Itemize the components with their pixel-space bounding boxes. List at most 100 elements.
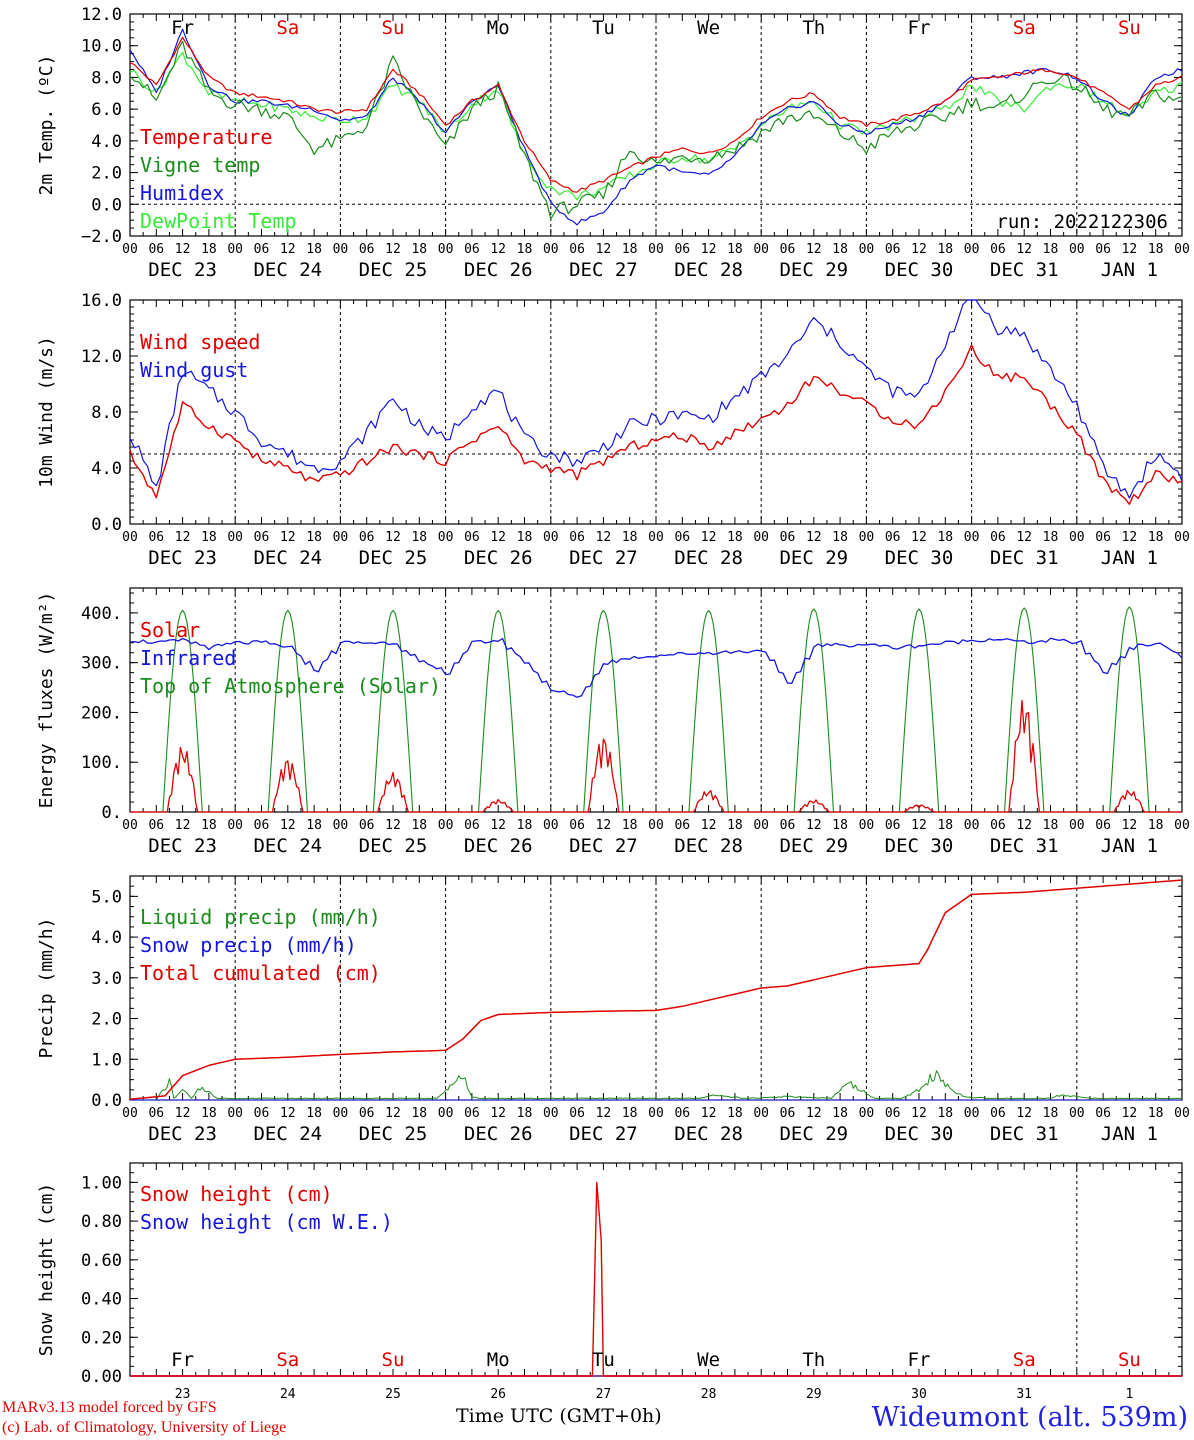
hour-tick-label: 00	[122, 242, 138, 257]
hour-tick-label: 18	[1043, 1106, 1059, 1121]
legend-entry: Wind gust	[140, 358, 248, 382]
series-vigne-temp	[129, 40, 1183, 220]
hour-tick-label: 00	[1174, 818, 1190, 833]
hour-tick-label: 12	[911, 1106, 927, 1121]
hour-tick-label: 00	[648, 242, 664, 257]
hour-tick-label: 12	[596, 242, 612, 257]
hour-tick-label: 06	[464, 818, 480, 833]
hour-tick-label: 00	[122, 1106, 138, 1121]
date-label: DEC 24	[253, 835, 322, 857]
hour-tick-label: 18	[622, 242, 638, 257]
hour-tick-label: 00	[543, 1106, 559, 1121]
hour-tick-label: 12	[175, 818, 191, 833]
hour-tick-label: 12	[701, 818, 717, 833]
hour-tick-label: 12	[806, 818, 822, 833]
day-number: 31	[1016, 1387, 1032, 1402]
legend-entry: Temperature	[140, 125, 272, 149]
hour-tick-label: 06	[254, 1106, 270, 1121]
hour-tick-label: 18	[306, 530, 322, 545]
y-tick-label: 0.80	[81, 1212, 122, 1232]
hour-tick-label: 12	[701, 1106, 717, 1121]
hour-tick-label: 12	[490, 530, 506, 545]
date-label: DEC 30	[885, 547, 954, 569]
day-number: 24	[280, 1387, 296, 1402]
hour-tick-label: 06	[674, 530, 690, 545]
legend-entry: DewPoint Temp	[140, 209, 297, 233]
hour-tick-label: 06	[569, 242, 585, 257]
hour-tick-label: 00	[438, 242, 454, 257]
date-label: DEC 28	[674, 835, 743, 857]
hour-tick-label: 06	[990, 1106, 1006, 1121]
date-label: DEC 27	[569, 259, 638, 281]
day-number: 26	[490, 1387, 506, 1402]
hour-tick-label: 00	[964, 530, 980, 545]
series-wind-gust	[129, 299, 1183, 499]
y-axis-label: Precip (mm/h)	[36, 918, 57, 1059]
hour-tick-label: 06	[359, 530, 375, 545]
date-label: JAN 1	[1101, 1123, 1158, 1145]
hour-tick-label: 18	[1148, 530, 1164, 545]
hour-tick-label: 00	[438, 1106, 454, 1121]
day-header: Fr	[908, 17, 931, 39]
day-number: 30	[911, 1387, 927, 1402]
date-label: DEC 23	[148, 835, 217, 857]
hour-tick-label: 06	[990, 530, 1006, 545]
hour-tick-label: 00	[1174, 530, 1190, 545]
hour-tick-label: 00	[122, 530, 138, 545]
date-label: JAN 1	[1101, 259, 1158, 281]
hour-tick-label: 18	[306, 242, 322, 257]
date-label: DEC 29	[779, 835, 848, 857]
date-label: DEC 24	[253, 259, 322, 281]
hour-tick-label: 12	[385, 242, 401, 257]
series-wind-speed	[129, 344, 1183, 505]
day-header: Su	[382, 17, 405, 39]
y-tick-label: 2.0	[91, 1010, 122, 1030]
hour-tick-label: 00	[1069, 818, 1085, 833]
hour-tick-label: 18	[832, 242, 848, 257]
hour-tick-label: 12	[385, 818, 401, 833]
y-tick-label: 10.0	[81, 37, 122, 57]
hour-tick-label: 00	[227, 530, 243, 545]
hour-tick-label: 12	[806, 530, 822, 545]
y-tick-label: 6.0	[91, 100, 122, 120]
hour-tick-label: 00	[648, 818, 664, 833]
hour-tick-label: 06	[674, 1106, 690, 1121]
hour-tick-label: 00	[648, 530, 664, 545]
y-tick-label: 0.00	[81, 1367, 122, 1387]
day-header: Su	[382, 1349, 405, 1371]
hour-tick-label: 18	[306, 1106, 322, 1121]
hour-tick-label: 00	[122, 818, 138, 833]
legend-entry: Snow precip (mm/h)	[140, 933, 357, 957]
series-snow-height	[130, 1181, 1182, 1377]
hour-tick-label: 06	[148, 1106, 164, 1121]
hour-tick-label: 06	[148, 818, 164, 833]
y-tick-label: 4.0	[91, 132, 122, 152]
y-tick-label: 2.0	[91, 164, 122, 184]
day-header: Sa	[276, 17, 299, 39]
hour-tick-label: 12	[175, 530, 191, 545]
legend-entry: Snow height (cm W.E.)	[140, 1210, 393, 1234]
hour-tick-label: 00	[753, 530, 769, 545]
hour-tick-label: 00	[227, 1106, 243, 1121]
station-name: Wideumont (alt. 539m)	[871, 1402, 1188, 1433]
day-header: We	[697, 1349, 720, 1371]
hour-tick-label: 18	[727, 1106, 743, 1121]
date-label: DEC 30	[885, 259, 954, 281]
credit-line-model: MARv3.13 model forced by GFS	[2, 1399, 217, 1416]
hour-tick-label: 12	[1016, 1106, 1032, 1121]
day-header: Fr	[908, 1349, 931, 1371]
hour-tick-label: 12	[490, 1106, 506, 1121]
hour-tick-label: 12	[1122, 242, 1138, 257]
y-tick-label: 4.0	[91, 459, 122, 479]
hour-tick-label: 06	[1095, 530, 1111, 545]
legend-entry: Solar	[140, 618, 200, 642]
hour-tick-label: 00	[227, 242, 243, 257]
hour-tick-label: 00	[543, 242, 559, 257]
hour-tick-label: 06	[569, 1106, 585, 1121]
day-header: Tu	[592, 17, 615, 39]
date-label: DEC 29	[779, 1123, 848, 1145]
hour-tick-label: 18	[201, 530, 217, 545]
hour-tick-label: 06	[885, 530, 901, 545]
legend-entry: Total cumulated (cm)	[140, 961, 381, 985]
hour-tick-label: 06	[780, 530, 796, 545]
